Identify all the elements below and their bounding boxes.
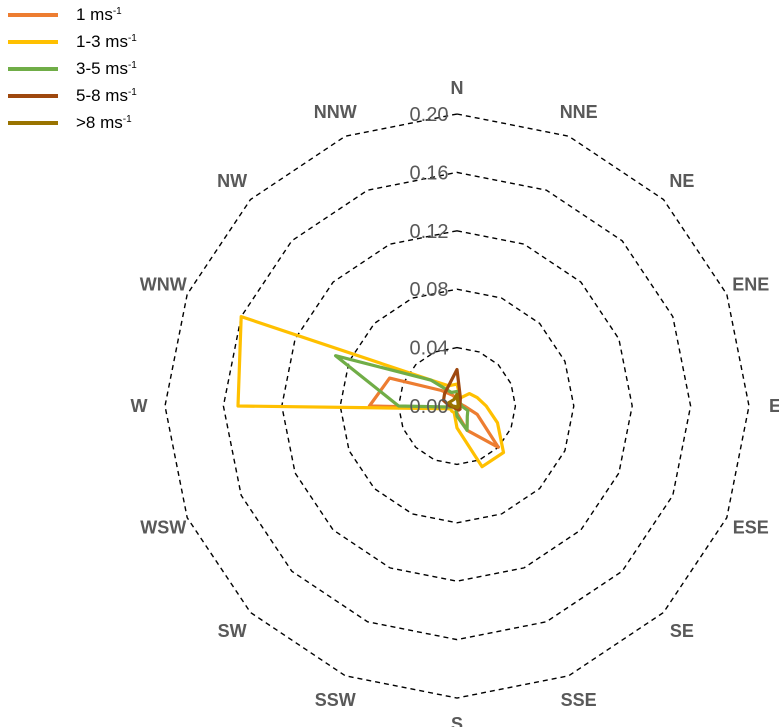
direction-label: ESE: [733, 518, 769, 538]
tick-label: 0.20: [410, 104, 449, 126]
series-line: [447, 392, 461, 410]
legend-swatch: [8, 121, 58, 125]
direction-label: NE: [669, 171, 694, 191]
legend-label-text: >8 ms: [76, 113, 123, 132]
legend-label-text: 1 ms: [76, 5, 113, 24]
legend-label-sup: -1: [112, 6, 122, 17]
grid-ring: [339, 288, 575, 524]
legend-label-text: 3-5 ms: [76, 59, 128, 78]
tick-label: 0.12: [410, 221, 449, 243]
tick-label: 0.16: [410, 162, 449, 184]
legend-label: >8 ms-1: [76, 112, 132, 137]
legend-swatch: [8, 67, 58, 71]
legend-swatch: [8, 40, 58, 44]
legend-label-sup: -1: [127, 60, 137, 71]
legend-label-sup: -1: [127, 33, 137, 44]
direction-label: NNE: [560, 102, 598, 122]
direction-label: WNW: [140, 274, 187, 294]
direction-label: NW: [217, 171, 247, 191]
legend-label-text: 1-3 ms: [76, 32, 128, 51]
legend-swatch: [8, 94, 58, 98]
grid-rings: [164, 113, 750, 699]
legend-item: 5-8 ms-1: [8, 85, 198, 112]
direction-label: E: [769, 396, 779, 416]
direction-label: SSE: [561, 690, 597, 710]
series-group: [236, 315, 506, 469]
legend-item: 1 ms-1: [8, 4, 198, 31]
direction-label: WSW: [140, 518, 186, 538]
legend-item: 3-5 ms-1: [8, 58, 198, 85]
direction-label: W: [131, 396, 148, 416]
direction-label: SW: [218, 621, 247, 641]
grid-ring: [397, 346, 517, 466]
legend-label-sup: -1: [127, 87, 137, 98]
grid-ring: [281, 230, 633, 582]
legend-label-sup: -1: [122, 114, 132, 125]
legend-label: 3-5 ms-1: [76, 58, 137, 83]
direction-label: S: [451, 714, 463, 727]
legend-swatch: [8, 13, 58, 17]
legend-label: 1 ms-1: [76, 4, 122, 29]
tick-label: 0.00: [410, 396, 449, 418]
direction-label: ENE: [732, 274, 769, 294]
direction-labels: N NNE NE ENE E ESE SE SSE S SSW SW WSW W WNW NW NNW: [131, 78, 779, 727]
grid-ring: [222, 171, 692, 641]
tick-label: 0.04: [410, 338, 449, 360]
legend-label: 1-3 ms-1: [76, 31, 137, 56]
legend-item: >8 ms-1: [8, 112, 198, 139]
radial-tick-labels: 0.00 0.04 0.08 0.12 0.16 0.20: [410, 104, 449, 418]
series-line: [236, 315, 506, 469]
tick-label: 0.08: [410, 279, 449, 301]
direction-label: NNW: [314, 102, 357, 122]
legend-label: 5-8 ms-1: [76, 85, 137, 110]
direction-label: SSW: [315, 690, 356, 710]
legend-label-text: 5-8 ms: [76, 86, 128, 105]
direction-label: N: [451, 78, 464, 98]
grid-ring: [164, 113, 750, 699]
legend: 1 ms-1 1-3 ms-1 3-5 ms-1 5-8 ms-1 >8 ms-…: [8, 4, 198, 139]
legend-item: 1-3 ms-1: [8, 31, 198, 58]
direction-label: SE: [670, 621, 694, 641]
